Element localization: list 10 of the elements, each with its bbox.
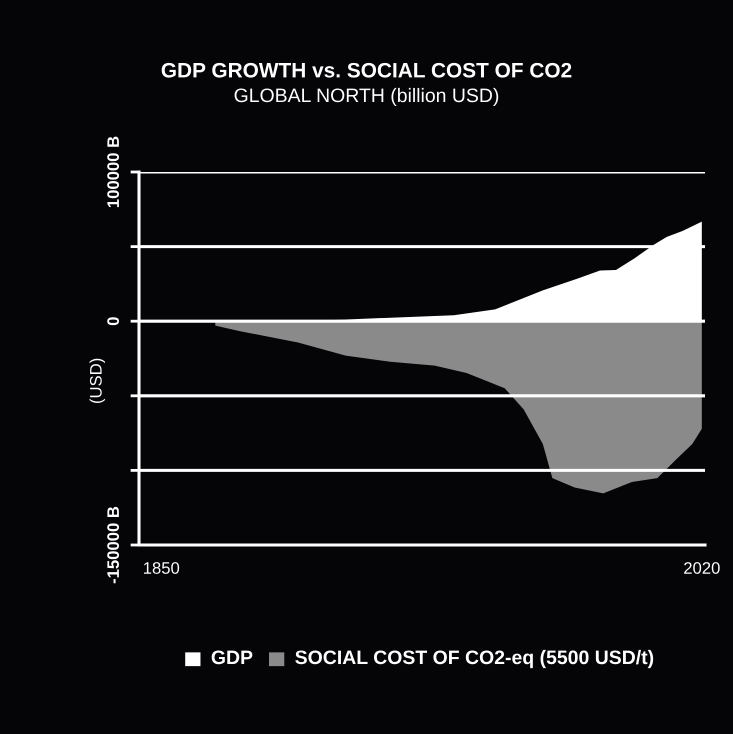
legend-label: SOCIAL COST OF CO2-eq (5500 USD/t): [295, 650, 654, 668]
y-axis-title: (USD): [90, 358, 106, 403]
x-tick-label: 2020: [684, 562, 720, 574]
y-tick-label: 100000 B: [107, 136, 120, 208]
y-tick-label: -150000 B: [107, 506, 120, 584]
legend-label: GDP: [212, 650, 252, 664]
y-tick-label: 0: [107, 317, 120, 326]
x-tick-label: 1850: [144, 562, 180, 574]
chart-subtitle: GLOBAL NORTH (billion USD): [234, 88, 498, 106]
chart-title: GDP GROWTH vs. SOCIAL COST OF CO2: [162, 62, 572, 78]
